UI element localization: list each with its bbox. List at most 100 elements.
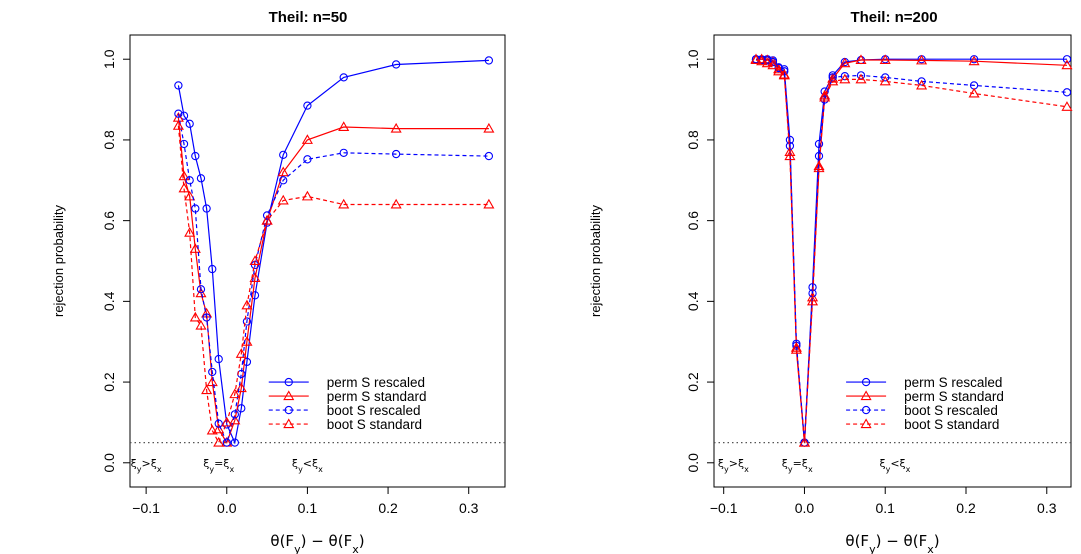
data-point bbox=[206, 376, 218, 387]
data-point bbox=[303, 155, 312, 164]
legend-marker bbox=[860, 390, 872, 401]
data-point bbox=[201, 384, 213, 395]
data-point bbox=[196, 285, 206, 294]
data-point bbox=[814, 139, 824, 149]
data-point bbox=[339, 73, 348, 82]
x-tick-label: 0.2 bbox=[378, 500, 398, 516]
y-axis-label: rejection probability bbox=[51, 205, 66, 318]
data-point bbox=[1062, 55, 1072, 64]
data-point bbox=[839, 57, 851, 68]
data-point bbox=[756, 55, 768, 66]
x-tick-label: 0.3 bbox=[459, 500, 479, 516]
data-point bbox=[1061, 101, 1073, 111]
region-label: ξy<ξx bbox=[292, 457, 323, 474]
y-tick-label: 0.8 bbox=[101, 130, 117, 150]
data-point bbox=[195, 319, 207, 330]
data-point bbox=[250, 291, 260, 300]
region-label: ξy>ξx bbox=[131, 457, 162, 474]
y-tick-label: 0.4 bbox=[685, 291, 701, 311]
legend-marker bbox=[284, 377, 293, 387]
data-point bbox=[221, 416, 233, 427]
legend-label: perm S standard bbox=[327, 389, 427, 404]
data-point bbox=[750, 54, 762, 65]
data-point bbox=[184, 190, 196, 201]
data-point bbox=[813, 160, 825, 171]
data-point bbox=[206, 424, 218, 435]
data-point bbox=[819, 91, 831, 102]
y-tick-label: 0.4 bbox=[101, 291, 117, 311]
data-point bbox=[761, 57, 773, 68]
chart-title: Theil: n=50 bbox=[269, 9, 348, 26]
data-point bbox=[235, 348, 247, 358]
data-point bbox=[172, 120, 184, 130]
legend-marker bbox=[284, 405, 293, 415]
data-point bbox=[916, 79, 928, 90]
data-point bbox=[839, 73, 851, 84]
series-line bbox=[177, 125, 489, 445]
data-point bbox=[339, 148, 348, 157]
region-label: ξy=ξx bbox=[203, 457, 234, 474]
x-tick-label: 0.1 bbox=[875, 500, 895, 516]
legend-label: perm S rescaled bbox=[327, 375, 425, 390]
data-point bbox=[792, 339, 801, 348]
data-point bbox=[390, 198, 402, 209]
legend-label: boot S standard bbox=[904, 417, 999, 432]
chart-title: Theil: n=200 bbox=[850, 9, 937, 26]
data-point bbox=[229, 414, 241, 425]
data-point bbox=[249, 255, 261, 266]
legend-label: boot S rescaled bbox=[327, 403, 421, 418]
legend-label: perm S standard bbox=[904, 389, 1004, 404]
x-tick-label: 0.3 bbox=[1037, 500, 1057, 516]
data-point bbox=[827, 75, 839, 86]
data-point bbox=[178, 170, 190, 181]
data-point bbox=[785, 135, 795, 145]
data-point bbox=[214, 419, 223, 428]
y-tick-label: 0.8 bbox=[685, 130, 701, 150]
data-point bbox=[391, 60, 401, 69]
plot-frame bbox=[713, 34, 1072, 488]
data-point bbox=[814, 151, 824, 161]
data-point bbox=[191, 151, 200, 161]
data-point bbox=[773, 65, 785, 76]
x-tick-label: 0.1 bbox=[298, 500, 318, 516]
data-point bbox=[208, 264, 217, 274]
x-tick-label: 0.0 bbox=[795, 500, 815, 516]
data-point bbox=[390, 122, 402, 133]
data-point bbox=[189, 311, 201, 322]
data-point bbox=[277, 194, 289, 205]
data-point bbox=[208, 367, 217, 377]
data-point bbox=[338, 121, 350, 132]
legend-label: boot S rescaled bbox=[904, 403, 998, 418]
data-point bbox=[202, 313, 211, 322]
data-point bbox=[338, 198, 350, 209]
data-point bbox=[230, 438, 239, 447]
data-point bbox=[484, 151, 494, 161]
data-point bbox=[484, 56, 494, 65]
data-point bbox=[301, 134, 313, 144]
data-point bbox=[277, 166, 289, 177]
data-point bbox=[798, 436, 811, 447]
y-tick-label: 0.6 bbox=[685, 211, 701, 231]
legend-marker bbox=[860, 418, 872, 429]
data-point bbox=[261, 214, 273, 225]
data-point bbox=[879, 54, 891, 65]
data-point bbox=[242, 357, 252, 367]
data-point bbox=[178, 182, 190, 193]
data-point bbox=[185, 119, 194, 128]
region-label: ξy>ξx bbox=[718, 457, 749, 474]
x-tick-label: −0.1 bbox=[710, 500, 738, 516]
data-point bbox=[840, 72, 849, 81]
legend-marker bbox=[283, 390, 295, 401]
data-point bbox=[881, 73, 890, 82]
y-tick-label: 0.0 bbox=[101, 453, 117, 473]
series-line bbox=[177, 117, 489, 444]
data-point bbox=[917, 77, 926, 86]
data-point bbox=[195, 287, 207, 298]
data-point bbox=[855, 73, 867, 84]
data-point bbox=[174, 109, 183, 118]
series-line bbox=[755, 59, 1068, 443]
data-point bbox=[784, 150, 796, 161]
y-tick-label: 0.6 bbox=[101, 211, 117, 231]
region-label: ξy=ξx bbox=[782, 457, 813, 474]
